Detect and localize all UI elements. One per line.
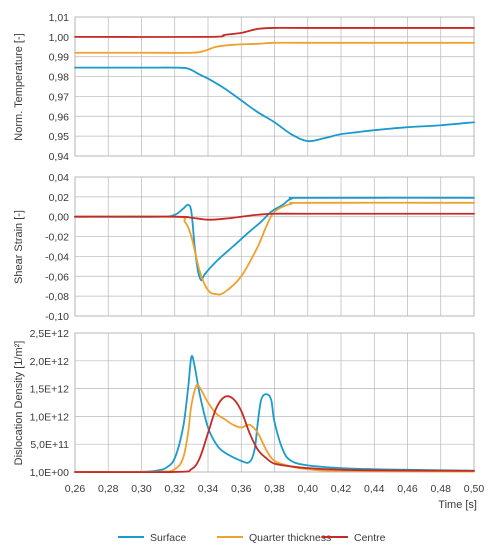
y-axis-label: Dislocation Density [1/m²] bbox=[13, 341, 25, 466]
x-tick-label: 0,38 bbox=[264, 483, 285, 495]
y-tick-label: 0,98 bbox=[49, 72, 70, 84]
y-tick-label: 0,96 bbox=[49, 111, 70, 123]
series-line-surface bbox=[74, 66, 475, 143]
y-ticks: -0,10 -0,08 -0,06 -0,04 -0,02 0,00 0,02 0,04 bbox=[45, 172, 69, 323]
y-tick-label: 2,0E+12 bbox=[30, 356, 70, 368]
y-tick-label: -0,02 bbox=[45, 232, 69, 244]
grid-lines bbox=[74, 332, 475, 473]
y-tick-label: 0,04 bbox=[49, 172, 70, 184]
series-line-centre bbox=[74, 395, 475, 474]
x-tick-label: 0,34 bbox=[198, 483, 219, 495]
y-tick-label: 0,99 bbox=[49, 52, 70, 64]
y-tick-label: -0,08 bbox=[45, 291, 69, 303]
y-tick-label: 1,0E+12 bbox=[30, 411, 70, 423]
y-tick-label: -0,06 bbox=[45, 271, 69, 283]
grid-lines bbox=[74, 16, 475, 157]
y-tick-label: 1,5E+12 bbox=[30, 384, 70, 396]
x-tick-label: 0,46 bbox=[397, 483, 418, 495]
y-tick-label: 2,5E+12 bbox=[30, 328, 70, 340]
x-tick-label: 0,44 bbox=[364, 483, 385, 495]
series-lines bbox=[74, 26, 475, 143]
legend-label-centre: Centre bbox=[354, 532, 386, 544]
x-tick-label: 0,30 bbox=[131, 483, 152, 495]
x-tick-label: 0,48 bbox=[431, 483, 452, 495]
y-tick-label: -0,10 bbox=[45, 311, 69, 323]
y-tick-label: 0,00 bbox=[49, 212, 70, 224]
y-ticks: 0,94 0,95 0,96 0,97 0,98 0,99 1,00 1,01 bbox=[49, 12, 70, 163]
y-axis-label: Norm. Temperature [-] bbox=[13, 33, 25, 140]
y-tick-label: 5,0E+11 bbox=[30, 439, 69, 451]
series-line-quarter-thickness bbox=[74, 41, 475, 54]
y-tick-label: 0,95 bbox=[49, 131, 70, 143]
legend-label-quarter-thickness: Quarter thickness bbox=[249, 532, 331, 544]
y-tick-label: 0,97 bbox=[49, 91, 70, 103]
panel-shear-strain: -0,10 -0,08 -0,06 -0,04 -0,02 0,00 0,02 0,04 Sh… bbox=[13, 172, 475, 323]
series-line-surface bbox=[74, 355, 475, 473]
panel-temperature: 0,94 0,95 0,96 0,97 0,98 0,99 1,00 1,01 Norm. T… bbox=[13, 12, 475, 163]
y-tick-label: 1,0E+00 bbox=[30, 467, 70, 479]
x-tick-label: 0,28 bbox=[98, 483, 119, 495]
series-line-quarter-thickness bbox=[74, 201, 475, 296]
series-line-centre bbox=[74, 26, 475, 38]
x-tick-label: 0,36 bbox=[231, 483, 252, 495]
y-tick-label: -0,04 bbox=[45, 251, 69, 263]
y-tick-label: 0,02 bbox=[49, 192, 70, 204]
series-lines bbox=[74, 196, 475, 296]
y-axis-label: Shear Strain [-] bbox=[13, 210, 25, 284]
x-axis-label: Time [s] bbox=[438, 499, 477, 511]
x-ticks: 0,26 0,28 0,30 0,32 0,34 0,36 0,38 0,40 0,42 0,44… bbox=[65, 483, 485, 495]
x-tick-label: 0,26 bbox=[65, 483, 86, 495]
y-tick-label: 0,94 bbox=[49, 151, 70, 163]
x-tick-label: 0,40 bbox=[298, 483, 319, 495]
panel-dislocation-density: 1,0E+00 5,0E+11 1,0E+12 1,5E+12 2,0E+12 2,5E+… bbox=[13, 328, 484, 511]
legend: Surface Quarter thickness Centre bbox=[118, 532, 386, 544]
series-lines bbox=[74, 355, 475, 474]
legend-label-surface: Surface bbox=[150, 532, 186, 544]
x-tick-label: 0,42 bbox=[331, 483, 352, 495]
x-tick-label: 0,32 bbox=[165, 483, 186, 495]
x-tick-label: 0,50 bbox=[464, 483, 485, 495]
series-line-centre bbox=[74, 212, 475, 221]
y-ticks: 1,0E+00 5,0E+11 1,0E+12 1,5E+12 2,0E+12 2,5E+… bbox=[30, 328, 70, 479]
series-line-surface bbox=[74, 196, 475, 282]
y-tick-label: 1,01 bbox=[49, 12, 70, 24]
y-tick-label: 1,00 bbox=[49, 32, 70, 44]
